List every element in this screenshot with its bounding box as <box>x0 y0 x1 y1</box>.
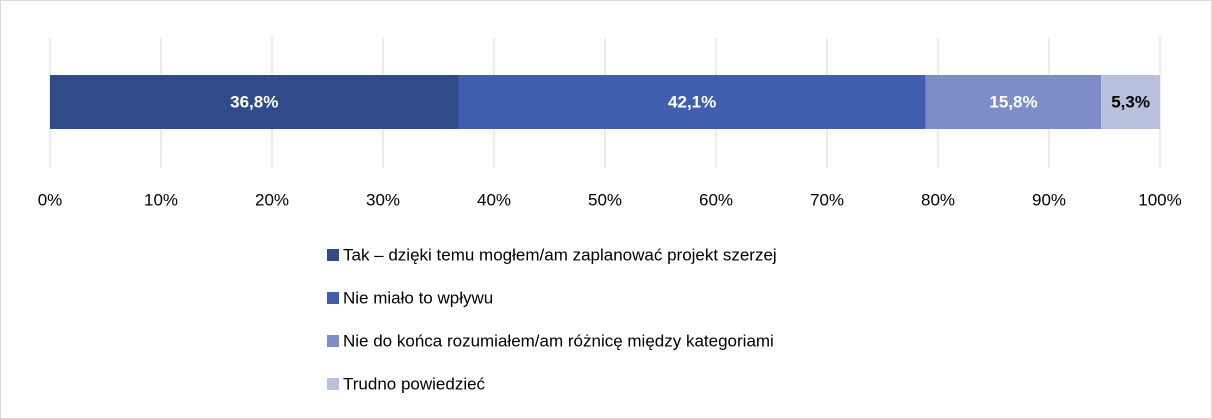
bar-segment <box>50 75 459 129</box>
data-label: 5,3% <box>1111 92 1150 111</box>
x-tick-label: 0% <box>38 190 63 209</box>
data-label: 42,1% <box>668 92 716 111</box>
x-tick-label: 50% <box>588 190 622 209</box>
legend-label: Nie do końca rozumiałem/am różnicę międz… <box>343 331 774 350</box>
legend-label: Nie miało to wpływu <box>343 288 493 307</box>
legend-swatch <box>327 378 339 390</box>
x-tick-label: 100% <box>1138 190 1181 209</box>
legend-swatch <box>327 335 339 347</box>
x-tick-label: 80% <box>921 190 955 209</box>
bar-segment <box>1101 75 1160 129</box>
legend-label: Trudno powiedzieć <box>343 374 486 393</box>
x-tick-label: 40% <box>477 190 511 209</box>
bar-segment <box>925 75 1102 129</box>
legend-swatch <box>327 249 339 261</box>
legend-swatch <box>327 292 339 304</box>
data-label: 15,8% <box>989 92 1037 111</box>
legend-label: Tak – dzięki temu mogłem/am zaplanować p… <box>343 245 777 264</box>
x-tick-label: 70% <box>810 190 844 209</box>
x-tick-label: 30% <box>366 190 400 209</box>
x-tick-label: 10% <box>144 190 178 209</box>
x-tick-label: 90% <box>1032 190 1066 209</box>
bar-segment <box>458 75 926 129</box>
x-tick-label: 60% <box>699 190 733 209</box>
x-tick-label: 20% <box>255 190 289 209</box>
data-label: 36,8% <box>230 92 278 111</box>
